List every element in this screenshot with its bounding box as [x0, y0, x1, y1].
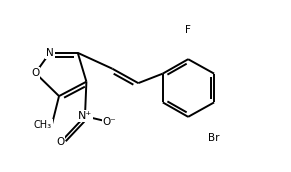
Text: O⁻: O⁻	[103, 117, 116, 127]
Text: O: O	[31, 68, 40, 78]
Text: CH₃: CH₃	[34, 120, 52, 130]
Text: Br: Br	[208, 133, 220, 143]
Text: N⁺: N⁺	[78, 111, 92, 121]
Text: O: O	[56, 137, 65, 147]
Text: N: N	[46, 48, 54, 58]
Text: F: F	[185, 25, 191, 35]
